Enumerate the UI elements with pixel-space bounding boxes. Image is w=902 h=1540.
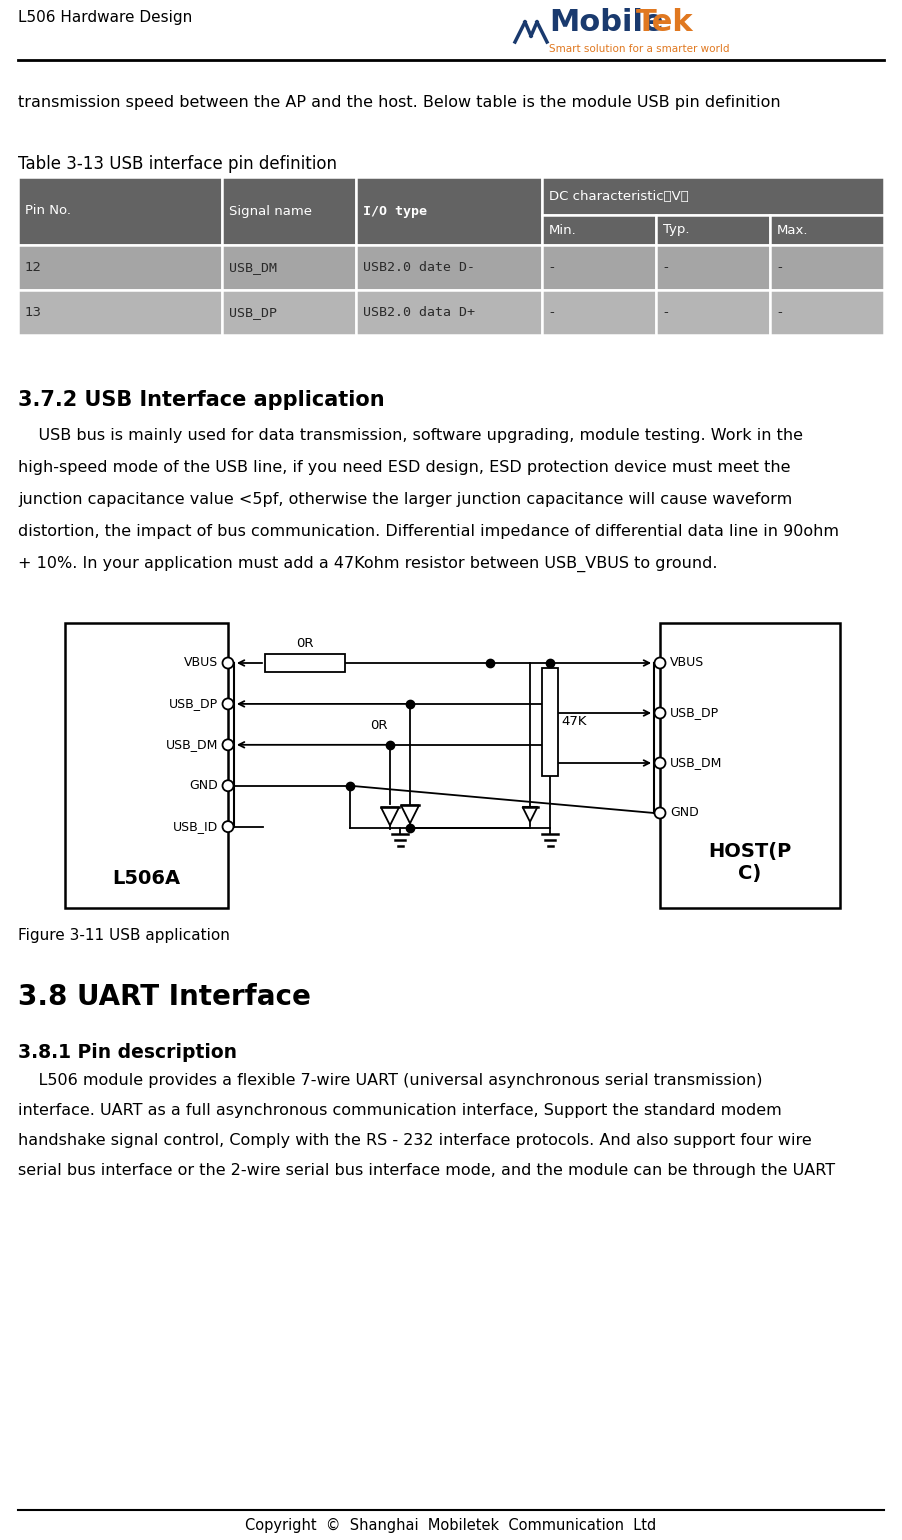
Text: Smart solution for a smarter world: Smart solution for a smarter world <box>549 45 730 54</box>
Bar <box>222 290 355 336</box>
Bar <box>65 624 228 909</box>
Text: L506 module provides a flexible 7-wire UART (universal asynchronous serial trans: L506 module provides a flexible 7-wire U… <box>18 1073 762 1087</box>
Text: 3.8.1 Pin description: 3.8.1 Pin description <box>18 1043 237 1063</box>
Text: transmission speed between the AP and the host. Below table is the module USB pi: transmission speed between the AP and th… <box>18 95 780 109</box>
Bar <box>355 245 542 290</box>
Text: USB2.0 date D-: USB2.0 date D- <box>363 260 474 274</box>
Bar <box>770 245 884 290</box>
Text: I/O type: I/O type <box>363 205 427 217</box>
Circle shape <box>223 658 234 668</box>
Polygon shape <box>522 807 538 822</box>
Bar <box>18 245 222 290</box>
Circle shape <box>223 781 234 792</box>
Text: -: - <box>777 306 782 319</box>
Bar <box>18 290 222 336</box>
Text: Figure 3-11 USB application: Figure 3-11 USB application <box>18 929 230 942</box>
Text: L506 Hardware Design: L506 Hardware Design <box>18 9 192 25</box>
Text: distortion, the impact of bus communication. Differential impedance of different: distortion, the impact of bus communicat… <box>18 524 839 539</box>
Text: USB bus is mainly used for data transmission, software upgrading, module testing: USB bus is mainly used for data transmis… <box>18 428 803 444</box>
Text: Min.: Min. <box>549 223 576 237</box>
Circle shape <box>223 821 234 832</box>
Bar <box>265 654 345 671</box>
Text: USB_DM: USB_DM <box>670 756 723 770</box>
Bar <box>770 216 884 245</box>
Text: 3.8 UART Interface: 3.8 UART Interface <box>18 983 311 1010</box>
Bar <box>355 177 542 245</box>
Bar <box>18 177 222 245</box>
Bar <box>542 245 656 290</box>
Text: L506A: L506A <box>113 869 180 889</box>
Polygon shape <box>401 805 419 824</box>
Bar <box>542 668 558 776</box>
Polygon shape <box>381 807 399 825</box>
Text: HOST(P
C): HOST(P C) <box>708 842 792 882</box>
Text: -: - <box>549 260 554 274</box>
Circle shape <box>655 707 666 719</box>
Text: USB_DM: USB_DM <box>228 260 277 274</box>
Text: VBUS: VBUS <box>184 656 218 670</box>
Bar <box>355 290 542 336</box>
Text: Mobile: Mobile <box>549 8 664 37</box>
Text: -: - <box>777 260 782 274</box>
Text: Signal name: Signal name <box>228 205 311 217</box>
Text: 47K: 47K <box>561 716 586 728</box>
Text: DC characteristic（V）: DC characteristic（V） <box>549 189 689 202</box>
Bar <box>656 216 770 245</box>
Circle shape <box>655 658 666 668</box>
Bar <box>542 177 884 216</box>
Circle shape <box>655 807 666 818</box>
Text: USB_ID: USB_ID <box>173 821 218 833</box>
Text: 13: 13 <box>25 306 42 319</box>
Bar <box>656 245 770 290</box>
Bar <box>656 290 770 336</box>
Bar <box>660 624 840 909</box>
Text: USB_DP: USB_DP <box>670 707 719 719</box>
Text: GND: GND <box>189 779 218 792</box>
Text: 0R: 0R <box>296 638 314 650</box>
Text: 12: 12 <box>25 260 42 274</box>
Text: Typ.: Typ. <box>663 223 689 237</box>
Circle shape <box>655 758 666 768</box>
Text: junction capacitance value <5pf, otherwise the larger junction capacitance will : junction capacitance value <5pf, otherwi… <box>18 491 792 507</box>
Text: -: - <box>549 306 554 319</box>
Bar <box>542 290 656 336</box>
Text: Copyright  ©  Shanghai  Mobiletek  Communication  Ltd: Copyright © Shanghai Mobiletek Communica… <box>245 1518 657 1532</box>
Text: Pin No.: Pin No. <box>25 205 71 217</box>
Text: USB_DP: USB_DP <box>228 306 277 319</box>
Text: high-speed mode of the USB line, if you need ESD design, ESD protection device m: high-speed mode of the USB line, if you … <box>18 460 790 474</box>
Text: Max.: Max. <box>777 223 808 237</box>
Text: Table 3-13 USB interface pin definition: Table 3-13 USB interface pin definition <box>18 156 337 172</box>
Text: GND: GND <box>670 807 699 819</box>
Bar <box>542 216 656 245</box>
Text: interface. UART as a full asynchronous communication interface, Support the stan: interface. UART as a full asynchronous c… <box>18 1103 782 1118</box>
Text: VBUS: VBUS <box>670 656 704 670</box>
Bar <box>770 290 884 336</box>
Text: USB_DP: USB_DP <box>169 698 218 710</box>
Circle shape <box>223 739 234 750</box>
Bar <box>222 177 355 245</box>
Text: serial bus interface or the 2-wire serial bus interface mode, and the module can: serial bus interface or the 2-wire seria… <box>18 1163 835 1178</box>
Circle shape <box>223 699 234 710</box>
Text: -: - <box>663 306 667 319</box>
Bar <box>222 245 355 290</box>
Text: -: - <box>663 260 667 274</box>
Text: 0R: 0R <box>370 719 388 732</box>
Text: + 10%. In your application must add a 47Kohm resistor between USB_VBUS to ground: + 10%. In your application must add a 47… <box>18 556 717 573</box>
Text: USB_DM: USB_DM <box>166 738 218 752</box>
Text: USB2.0 data D+: USB2.0 data D+ <box>363 306 474 319</box>
Text: 3.7.2 USB Interface application: 3.7.2 USB Interface application <box>18 390 384 410</box>
Text: Tek: Tek <box>636 8 694 37</box>
Text: handshake signal control, Comply with the RS - 232 interface protocols. And also: handshake signal control, Comply with th… <box>18 1133 812 1147</box>
